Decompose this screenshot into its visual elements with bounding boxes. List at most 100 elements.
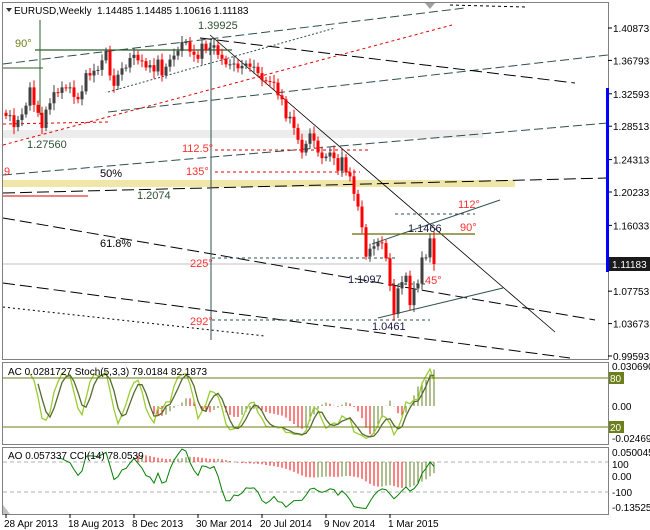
- candle: [308, 128, 312, 149]
- candle: [296, 123, 300, 144]
- candle-body: [132, 54, 136, 58]
- ao-panel-title: AO 0.057337 CCI(14) 78.0539: [8, 451, 144, 462]
- candle: [388, 253, 392, 292]
- candle: [408, 270, 412, 311]
- candle-body: [116, 74, 120, 86]
- label-low-127560: 1.27560: [27, 139, 67, 151]
- price-tick-label: 1.24313: [613, 156, 650, 167]
- candle: [40, 106, 44, 134]
- price-tick-label: 1.07753: [613, 287, 650, 298]
- candle: [12, 108, 16, 135]
- label-low-10461: 1.0461: [372, 321, 406, 333]
- shift-marker-icon[interactable]: [425, 3, 435, 9]
- ac-panel-frame: [2, 362, 609, 445]
- ac-axis-top: 0.030690: [612, 362, 650, 373]
- candle-body: [268, 81, 272, 83]
- candle-body: [280, 95, 284, 100]
- current-price-label: 1.11183: [612, 260, 647, 271]
- candle: [428, 233, 432, 263]
- candle-body: [316, 140, 320, 153]
- candle-body: [232, 63, 236, 65]
- candle: [88, 67, 92, 81]
- label-high-11466: 1.1466: [408, 223, 442, 235]
- candle-body: [392, 286, 396, 314]
- candle: [36, 100, 40, 117]
- price-tick-label: 1.40873: [613, 24, 650, 35]
- candle-body: [68, 87, 72, 89]
- candle-body: [168, 59, 172, 67]
- candle-body: [128, 57, 132, 68]
- stoch-signal-line: [37, 373, 435, 438]
- candle-body: [164, 66, 168, 76]
- candle: [100, 54, 104, 76]
- candle-body: [244, 63, 248, 66]
- label-fib-50: 50%: [100, 168, 122, 180]
- scroll-corner-icon[interactable]: [3, 505, 10, 514]
- candle-body: [296, 127, 300, 140]
- candle: [392, 279, 396, 321]
- candle: [240, 59, 244, 75]
- candle: [348, 167, 352, 182]
- label-12074: 1.2074: [137, 190, 171, 202]
- candle-body: [84, 73, 88, 92]
- candle-body: [388, 258, 392, 287]
- candle-body: [252, 66, 256, 68]
- candle: [56, 88, 60, 98]
- candle-body: [176, 50, 180, 56]
- candle-body: [56, 92, 60, 94]
- candle: [316, 136, 320, 157]
- candle: [260, 67, 264, 87]
- label-angle-225: 225°: [190, 258, 213, 270]
- candle-body: [212, 45, 216, 48]
- ohlc-readout: 1.14485 1.14485 1.10616 1.11183: [97, 6, 249, 17]
- candle-body: [160, 59, 164, 76]
- candle: [252, 59, 256, 74]
- label-angle-292: 292°: [190, 316, 213, 328]
- candle-body: [48, 103, 52, 110]
- candle-body: [64, 87, 68, 89]
- candle-body: [208, 47, 212, 51]
- candle-body: [108, 50, 112, 76]
- ao-axis-zero: 0.00: [612, 472, 632, 483]
- candle: [116, 70, 120, 90]
- candle-body: [120, 68, 124, 75]
- candle: [268, 75, 272, 87]
- level-line: [2, 177, 609, 194]
- time-tick-label: 18 Aug 2013: [68, 519, 125, 530]
- current-price-box: [609, 257, 650, 271]
- candle-body: [420, 257, 424, 284]
- candle-body: [428, 238, 432, 258]
- price-axis: 1.40873 1.36793 1.32593 1.28513 1.24313 1.202…: [608, 24, 650, 363]
- candle-body: [8, 115, 12, 117]
- candle-body: [272, 81, 276, 83]
- time-tick-label: 20 Jul 2014: [260, 519, 312, 530]
- candle-body: [204, 43, 208, 51]
- candle-body: [396, 288, 400, 314]
- ac-axis-bottom: -0.024699: [612, 434, 650, 445]
- collapse-arrow-icon[interactable]: [6, 8, 12, 12]
- candle: [200, 37, 204, 65]
- candle: [256, 62, 260, 78]
- time-tick-label: 30 Mar 2014: [196, 519, 253, 530]
- time-tick-label: 9 Nov 2014: [324, 519, 376, 530]
- label-angle-90: 90°: [15, 38, 32, 50]
- candle: [352, 169, 356, 201]
- candle: [332, 145, 336, 166]
- candle-body: [100, 60, 104, 70]
- ao-panel-frame: [2, 447, 609, 515]
- label-angle-45: 45°: [425, 275, 442, 287]
- downtrend-line: [209, 34, 556, 333]
- candle: [276, 78, 280, 100]
- candle-body: [348, 172, 352, 177]
- gray-zone-band: [3, 130, 483, 138]
- candle-body: [236, 63, 240, 69]
- candle: [120, 62, 124, 81]
- ao-cci-panel: [57, 448, 435, 510]
- candle-body: [408, 275, 412, 306]
- candle-body: [220, 54, 224, 59]
- candle: [360, 200, 364, 234]
- candle-body: [404, 275, 408, 283]
- candles: [4, 36, 436, 321]
- candle: [64, 84, 68, 92]
